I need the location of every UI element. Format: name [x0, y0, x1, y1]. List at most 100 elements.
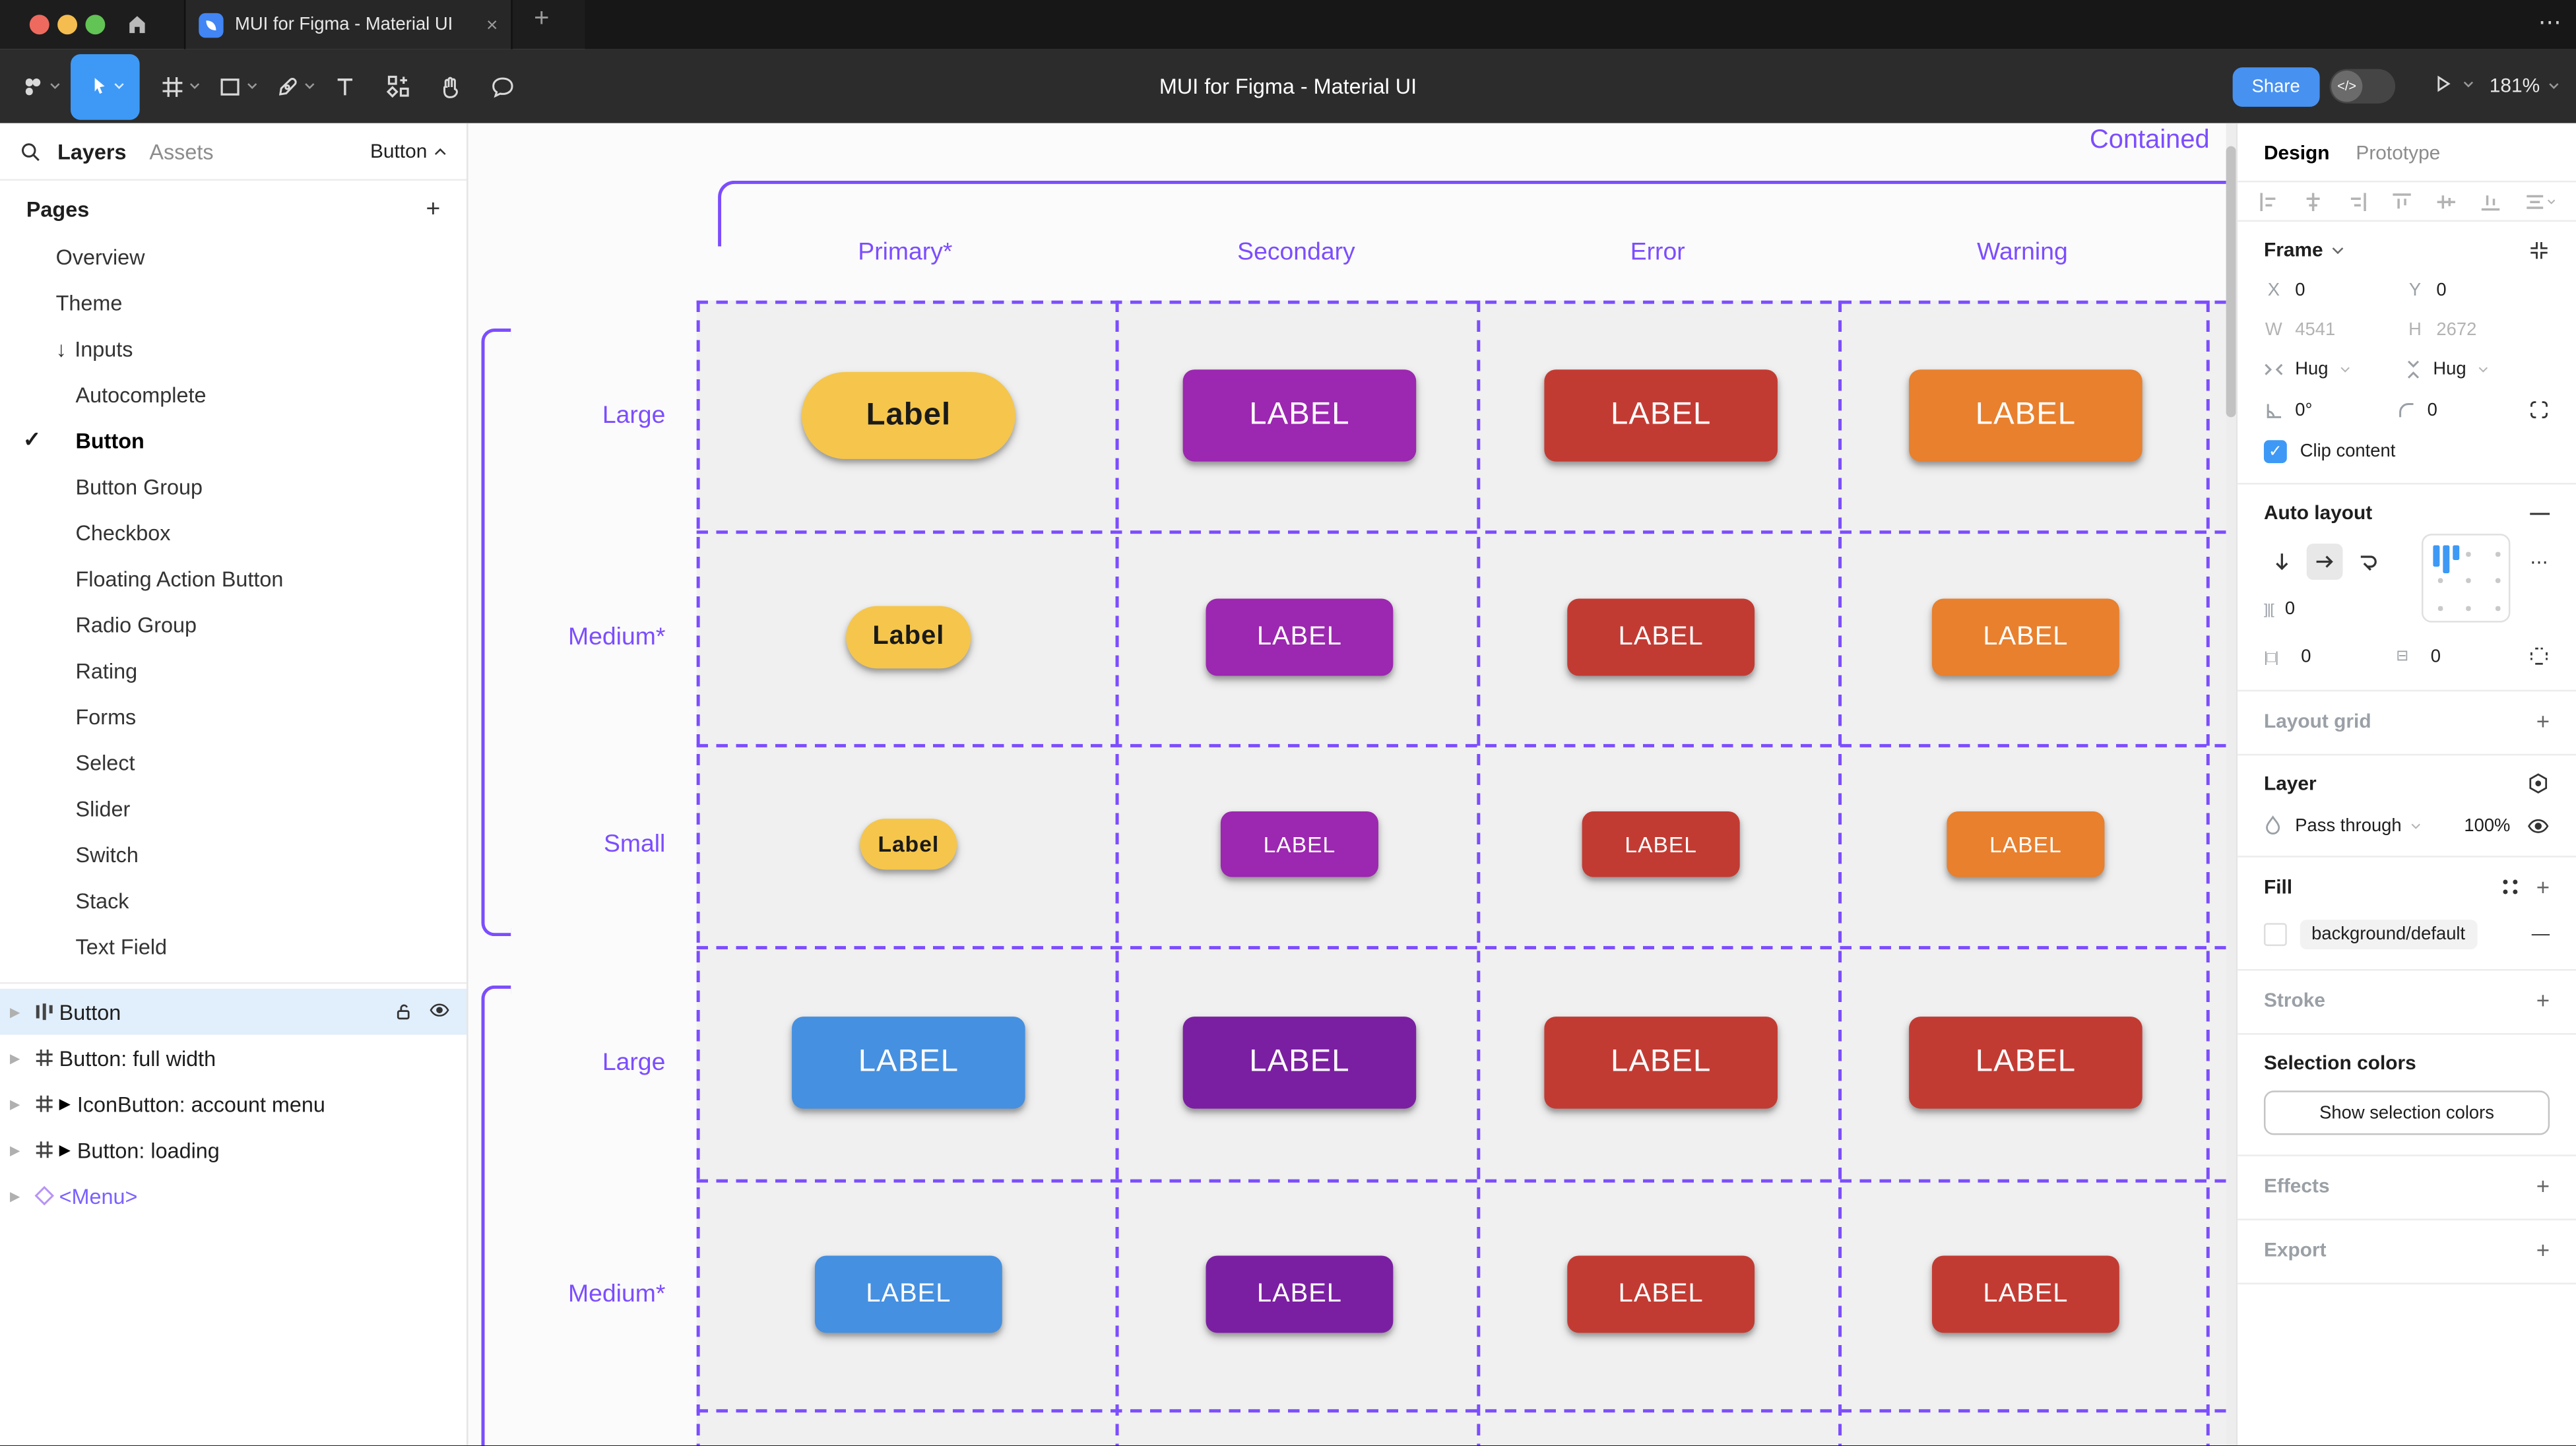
- blend-mode-icon[interactable]: [2527, 772, 2550, 795]
- visible-icon[interactable]: [429, 1002, 450, 1022]
- tab-close-icon[interactable]: ×: [486, 13, 498, 36]
- home-icon[interactable]: [125, 11, 149, 36]
- page-item-select[interactable]: Select: [0, 739, 467, 785]
- comment-tool-icon[interactable]: [476, 53, 529, 119]
- page-item-slider[interactable]: Slider: [0, 785, 467, 831]
- dev-mode-toggle[interactable]: </>: [2330, 69, 2396, 104]
- canvas-button-orange-md[interactable]: LABEL: [1932, 599, 2119, 676]
- window-zoom-button[interactable]: [85, 15, 105, 34]
- show-selection-colors-button[interactable]: Show selection colors: [2264, 1090, 2550, 1135]
- width-field[interactable]: W4541: [2264, 321, 2405, 340]
- frame-type-chevron-icon[interactable]: [2331, 245, 2344, 253]
- y-position-field[interactable]: Y0: [2405, 281, 2546, 301]
- independent-padding-icon[interactable]: [2528, 645, 2550, 666]
- page-item-floating-action-button[interactable]: Floating Action Button: [0, 555, 467, 602]
- canvas-button-purple-md[interactable]: LABEL: [1206, 599, 1394, 676]
- page-item-radio-group[interactable]: Radio Group: [0, 601, 467, 647]
- canvas[interactable]: Contained Primary*SecondaryErrorWarning …: [468, 123, 2236, 1445]
- add-layout-grid-button[interactable]: +: [2536, 708, 2550, 734]
- canvas-button-red-lg[interactable]: LABEL: [1544, 1017, 1778, 1108]
- present-button[interactable]: [2431, 73, 2474, 96]
- layer-item-iconbutton-account-menu[interactable]: ▶▶IconButton: account menu: [0, 1081, 467, 1127]
- move-tool-chevron-icon[interactable]: [113, 82, 124, 90]
- canvas-button-red-md[interactable]: LABEL: [1932, 1255, 2119, 1333]
- add-fill-button[interactable]: +: [2536, 874, 2550, 900]
- page-item-autocomplete[interactable]: Autocomplete: [0, 371, 467, 418]
- pen-tool-chevron-icon[interactable]: [304, 82, 315, 90]
- layer-item-button-loading[interactable]: ▶▶Button: loading: [0, 1127, 467, 1173]
- browser-more-icon[interactable]: ⋯: [2538, 8, 2563, 36]
- canvas-button-purple-sm[interactable]: LABEL: [1221, 811, 1378, 877]
- page-item-overview[interactable]: Overview: [0, 234, 467, 280]
- window-close-button[interactable]: [30, 15, 49, 34]
- canvas-button-orange-sm[interactable]: LABEL: [1947, 811, 2104, 877]
- frame-section-title[interactable]: Frame: [2264, 238, 2323, 261]
- page-item-button[interactable]: ✓Button: [0, 417, 467, 463]
- canvas-button-yellow-md[interactable]: Label: [846, 606, 971, 669]
- align-right-icon[interactable]: [2346, 190, 2369, 213]
- page-item-rating[interactable]: Rating: [0, 647, 467, 693]
- height-field[interactable]: H2672: [2405, 321, 2546, 340]
- remove-fill-button[interactable]: —: [2532, 925, 2550, 945]
- share-button[interactable]: Share: [2232, 67, 2320, 107]
- expand-caret-icon[interactable]: ▶: [10, 1005, 30, 1019]
- fill-styles-icon[interactable]: [2500, 877, 2520, 897]
- window-minimize-button[interactable]: [57, 15, 77, 34]
- canvas-button-purple-lg[interactable]: LABEL: [1183, 369, 1417, 461]
- canvas-button-red-md[interactable]: LABEL: [1567, 1255, 1755, 1333]
- vertical-padding-field[interactable]: ⊟ 0: [2396, 646, 2528, 666]
- tab-layers[interactable]: Layers: [57, 139, 126, 163]
- remove-auto-layout-button[interactable]: —: [2530, 501, 2550, 524]
- x-position-field[interactable]: X0: [2264, 281, 2405, 301]
- canvas-button-yellow-sm[interactable]: Label: [860, 819, 957, 869]
- expand-caret-icon[interactable]: ▶: [10, 1050, 30, 1065]
- zoom-menu[interactable]: 181%: [2490, 74, 2560, 97]
- expand-caret-icon[interactable]: ▶: [10, 1188, 30, 1203]
- new-tab-button[interactable]: +: [534, 5, 549, 34]
- opacity-value[interactable]: 100%: [2464, 815, 2510, 835]
- add-page-button[interactable]: +: [426, 195, 440, 222]
- canvas-button-deep_purple-lg[interactable]: LABEL: [1183, 1017, 1417, 1108]
- tab-assets[interactable]: Assets: [149, 139, 213, 163]
- shape-tool-chevron-icon[interactable]: [246, 82, 257, 90]
- expand-caret-icon[interactable]: ▶: [10, 1143, 30, 1157]
- page-item-switch[interactable]: Switch: [0, 831, 467, 877]
- vertical-sizing-dropdown[interactable]: Hug: [2405, 360, 2546, 379]
- layer-item-button-full-width[interactable]: ▶Button: full width: [0, 1035, 467, 1081]
- canvas-button-yellow-lg[interactable]: Label: [802, 372, 1015, 459]
- distribute-menu-icon[interactable]: [2523, 190, 2556, 213]
- frame-tool-chevron-icon[interactable]: [189, 82, 200, 90]
- page-item-button-group[interactable]: Button Group: [0, 463, 467, 509]
- page-item-inputs[interactable]: ↓Inputs: [0, 325, 467, 371]
- move-tool-button[interactable]: [71, 53, 140, 119]
- canvas-button-deep_purple-md[interactable]: LABEL: [1206, 1255, 1394, 1333]
- expand-caret-icon[interactable]: ▶: [10, 1096, 30, 1111]
- layout-horizontal-button[interactable]: [2307, 544, 2343, 580]
- canvas-button-red-lg[interactable]: LABEL: [1909, 1017, 2142, 1108]
- canvas-button-blue-lg[interactable]: LABEL: [792, 1017, 1025, 1108]
- layer-visibility-icon[interactable]: [2527, 817, 2550, 834]
- canvas-scrollbar[interactable]: [2226, 123, 2236, 1445]
- align-left-icon[interactable]: [2257, 190, 2280, 213]
- text-tool-icon[interactable]: [319, 53, 371, 119]
- resources-tool-icon[interactable]: [371, 53, 424, 119]
- resize-to-fit-icon[interactable]: [2528, 239, 2550, 260]
- horizontal-padding-field[interactable]: |□| 0: [2264, 646, 2396, 666]
- add-stroke-button[interactable]: +: [2536, 987, 2550, 1013]
- page-item-theme[interactable]: Theme: [0, 279, 467, 325]
- search-icon[interactable]: [20, 141, 41, 162]
- add-effect-button[interactable]: +: [2536, 1173, 2550, 1199]
- canvas-button-red-lg[interactable]: LABEL: [1544, 369, 1778, 461]
- tab-design[interactable]: Design: [2264, 141, 2330, 164]
- canvas-button-red-sm[interactable]: LABEL: [1582, 811, 1740, 877]
- clip-content-row[interactable]: ✓ Clip content: [2264, 440, 2550, 463]
- layout-vertical-button[interactable]: [2264, 544, 2300, 580]
- align-h-center-icon[interactable]: [2302, 190, 2325, 213]
- unlock-icon[interactable]: [395, 1002, 412, 1022]
- canvas-button-red-md[interactable]: LABEL: [1567, 599, 1755, 676]
- browser-tab[interactable]: MUI for Figma - Material UI ×: [184, 0, 513, 49]
- add-export-button[interactable]: +: [2536, 1237, 2550, 1263]
- alignment-widget[interactable]: [2422, 534, 2510, 622]
- clip-content-checkbox[interactable]: ✓: [2264, 440, 2287, 463]
- blend-mode-dropdown[interactable]: Pass through: [2295, 815, 2401, 835]
